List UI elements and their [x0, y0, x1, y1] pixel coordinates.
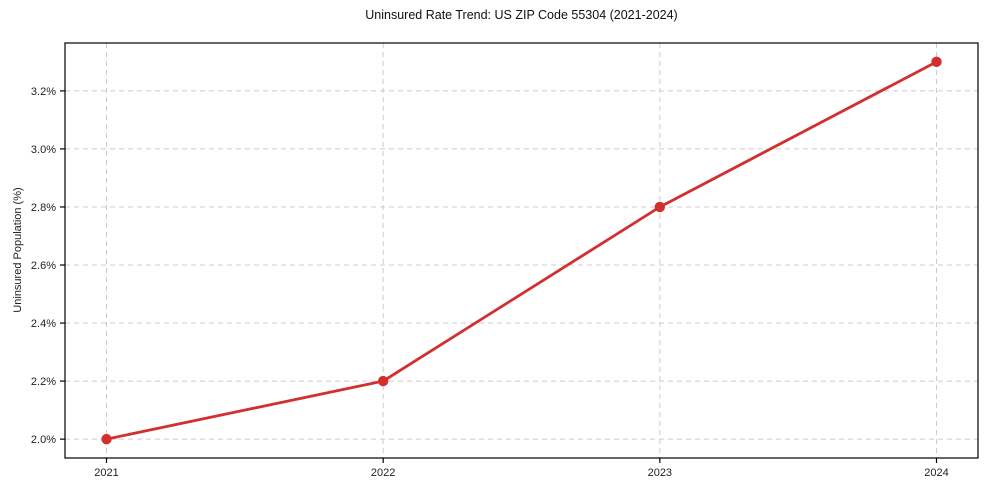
- y-tick-label: 2.6%: [31, 260, 56, 272]
- y-tick-label: 2.8%: [31, 202, 56, 214]
- x-tick-label: 2023: [648, 467, 672, 479]
- data-point-marker: [377, 375, 389, 387]
- x-tick-label: 2024: [924, 467, 948, 479]
- data-point-marker: [654, 201, 666, 213]
- y-tick-label: 3.2%: [31, 86, 56, 98]
- data-point-marker: [931, 56, 942, 68]
- chart-title: Uninsured Rate Trend: US ZIP Code 55304 …: [365, 8, 678, 22]
- y-axis-label: Uninsured Population (%): [12, 187, 24, 313]
- x-tick-label: 2022: [371, 467, 395, 479]
- plot-border: [64, 42, 979, 459]
- trend-line: [105, 60, 938, 441]
- y-tick-label: 2.2%: [31, 376, 56, 388]
- y-tick-label: 2.0%: [31, 434, 56, 446]
- data-point-marker: [101, 433, 112, 445]
- y-tick-label: 2.4%: [31, 318, 56, 330]
- x-tick-label: 2021: [94, 467, 118, 479]
- y-tick-label: 3.0%: [31, 144, 56, 156]
